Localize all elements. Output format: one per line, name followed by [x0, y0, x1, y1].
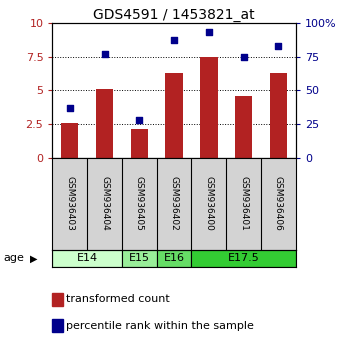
Text: GSM936400: GSM936400	[204, 176, 213, 231]
Point	[102, 51, 107, 57]
Text: E15: E15	[129, 253, 150, 263]
Bar	[61, 122, 78, 158]
Bar	[122, 250, 157, 267]
Point	[206, 30, 212, 35]
Point	[276, 43, 281, 49]
Text: GSM936403: GSM936403	[65, 176, 74, 231]
Text: percentile rank within the sample: percentile rank within the sample	[66, 321, 254, 331]
Text: GSM936404: GSM936404	[100, 176, 109, 231]
Text: GSM936402: GSM936402	[170, 176, 178, 231]
Bar	[235, 96, 252, 158]
Text: GSM936401: GSM936401	[239, 176, 248, 231]
Text: E14: E14	[77, 253, 98, 263]
Text: transformed count: transformed count	[66, 294, 170, 304]
Bar	[157, 250, 191, 267]
Text: E16: E16	[164, 253, 185, 263]
Text: GSM936406: GSM936406	[274, 176, 283, 231]
Text: age: age	[3, 253, 24, 263]
Point	[67, 105, 72, 110]
Text: GSM936405: GSM936405	[135, 176, 144, 231]
Bar	[130, 129, 148, 158]
Point	[137, 117, 142, 123]
Bar	[52, 250, 122, 267]
Bar	[270, 73, 287, 158]
Point	[171, 38, 177, 43]
Text: ▶: ▶	[30, 253, 38, 263]
Text: E17.5: E17.5	[228, 253, 260, 263]
Title: GDS4591 / 1453821_at: GDS4591 / 1453821_at	[93, 8, 255, 22]
Bar	[165, 73, 183, 158]
Bar	[200, 57, 218, 158]
Point	[241, 54, 246, 59]
Bar	[96, 89, 113, 158]
Bar	[191, 250, 296, 267]
